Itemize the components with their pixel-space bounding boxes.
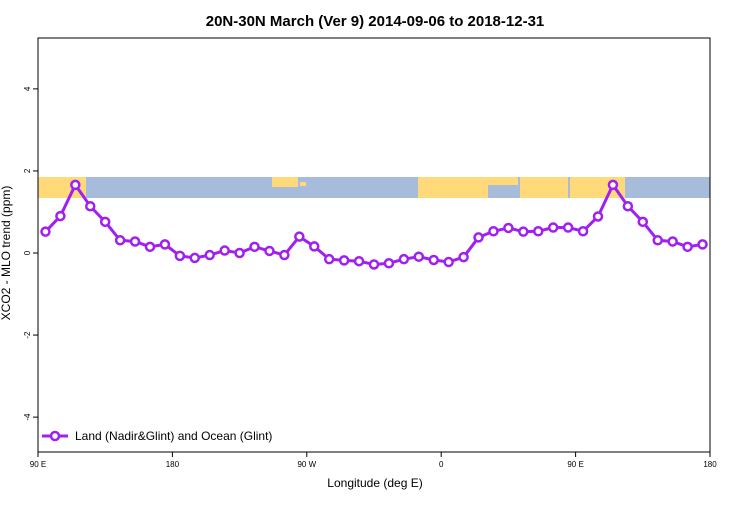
- data-point: [443, 256, 454, 268]
- data-point: [85, 200, 96, 212]
- x-tick-label: 180: [703, 460, 717, 469]
- data-point: [144, 241, 156, 253]
- data-point: [264, 245, 275, 257]
- data-point: [99, 216, 111, 228]
- data-point: [40, 226, 51, 237]
- x-axis-label: Longitude (deg E): [327, 476, 422, 490]
- data-point: [189, 252, 201, 264]
- x-tick-label: 90 W: [297, 460, 316, 469]
- data-point: [279, 249, 290, 261]
- data-point: [174, 250, 186, 262]
- data-point: [667, 236, 678, 247]
- data-point: [458, 251, 469, 263]
- data-point: [577, 226, 589, 237]
- x-tick-label: 0: [439, 460, 444, 469]
- x-tick-label: 90 E: [567, 460, 583, 469]
- data-point: [309, 241, 320, 252]
- legend-label: Land (Nadir&Glint) and Ocean (Glint): [75, 429, 272, 443]
- data-point: [219, 245, 230, 256]
- y-tick-label: 0: [23, 250, 32, 255]
- x-tick-label: 180: [166, 460, 180, 469]
- data-point: [652, 235, 663, 246]
- data-point: [114, 235, 126, 246]
- data-point: [383, 258, 395, 269]
- data-point: [503, 222, 514, 234]
- y-tick-label: -2: [23, 331, 32, 339]
- data-point: [70, 179, 81, 191]
- data-point: [607, 179, 619, 191]
- data-point: [533, 226, 544, 237]
- data-point: [398, 253, 410, 265]
- data-point: [592, 211, 604, 222]
- x-tick-label: 90 E: [30, 460, 46, 469]
- y-tick-label: 4: [23, 86, 32, 91]
- data-point: [129, 236, 141, 247]
- y-tick-label: 2: [23, 168, 32, 173]
- data-point: [622, 200, 634, 212]
- data-point: [204, 249, 215, 261]
- data-point: [473, 232, 484, 243]
- data-point: [353, 255, 365, 267]
- data-point: [682, 241, 693, 253]
- data-point: [562, 222, 574, 233]
- data-point: [234, 247, 245, 259]
- legend-marker: [49, 430, 61, 442]
- y-axis-label: XCO2 - MLO trend (ppm): [0, 186, 13, 321]
- data-point: [55, 210, 66, 222]
- data-point: [637, 216, 649, 228]
- y-tick-label: -4: [23, 413, 32, 421]
- chart-title: 20N-30N March (Ver 9) 2014-09-06 to 2018…: [206, 13, 545, 30]
- data-point: [428, 254, 439, 266]
- data-point: [323, 253, 335, 265]
- data-point: [368, 259, 380, 270]
- data-point: [488, 226, 499, 237]
- data-point: [294, 231, 305, 242]
- map-band: [38, 177, 710, 198]
- data-point: [249, 241, 260, 253]
- data-point: [413, 251, 425, 262]
- data-point: [518, 226, 529, 237]
- data-point: [159, 239, 171, 250]
- data-point: [338, 255, 350, 266]
- data-point: [547, 222, 559, 233]
- data-point: [697, 239, 708, 250]
- plot-frame: [37, 37, 711, 453]
